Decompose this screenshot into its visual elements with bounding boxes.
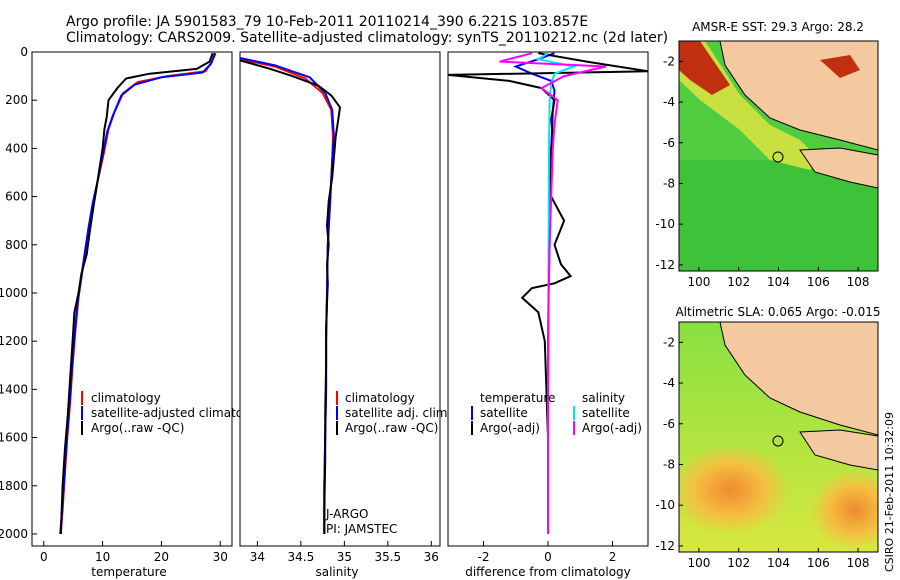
sla-map: Altimetric SLA: 0.065 Argo: -0.015 100 10…: [655, 305, 880, 570]
salinity-xlabel: salinity: [315, 565, 358, 579]
header-line2: Climatology: CARS2009. Satellite-adjuste…: [66, 30, 668, 46]
temperature-chart: 0 10 20 30 0 200 400 600 800 1000 1200 1400 1600 1800…: [0, 45, 269, 579]
map0-ytick-label-4: -10: [655, 217, 675, 231]
series-line-difference-1: [447, 52, 649, 534]
temperature-legend: climatology satellite-adjusted climatolo…: [81, 391, 269, 435]
map1-xtick-label-0: 100: [687, 556, 710, 570]
sla-high-anomaly-west: [679, 445, 790, 535]
legend-label-satellite: satellite-adjusted climatology: [91, 406, 269, 420]
ytick-label-3: 600: [5, 190, 28, 204]
salinity-legend: climatology satellite adj. clim. Argo(..…: [336, 391, 451, 435]
ytick-label-0: 0: [20, 45, 28, 59]
map0-xtick-label-1: 102: [727, 275, 750, 289]
xtick-label-salinity-4: 36: [424, 550, 439, 564]
ytick-label-10: 2000: [0, 527, 28, 541]
map1-ytick-label-1: -4: [663, 376, 675, 390]
ytick-label-8: 1600: [0, 431, 28, 445]
map1-ytick-label-5: -12: [655, 539, 675, 553]
annotation-pi-jamstec: PI: JAMSTEC: [326, 522, 397, 536]
map0-xtick-label-3: 106: [807, 275, 830, 289]
sst-map-title: AMSR-E SST: 29.3 Argo: 28.2: [692, 20, 864, 34]
xtick-label-temperature-0: 0: [40, 550, 48, 564]
map0-xtick-label-2: 104: [767, 275, 790, 289]
legend-label-argo: Argo(..raw -QC): [91, 421, 184, 435]
map1-xtick-label-3: 106: [807, 556, 830, 570]
xtick-label-difference-1: 0: [544, 550, 552, 564]
ytick-label-2: 400: [5, 141, 28, 155]
temperature-xlabel: temperature: [91, 565, 166, 579]
ytick-label-7: 1400: [0, 382, 28, 396]
difference-chart: -2 0 2 temperature satellite Argo(-adj) sa…: [447, 51, 649, 579]
xtick-label-salinity-1: 34.5: [288, 550, 315, 564]
legend-title-salinity: salinity: [582, 391, 625, 405]
map1-xtick-label-2: 104: [767, 556, 790, 570]
map0-ytick-label-0: -2: [663, 54, 675, 68]
legend-label-diff-temp-satellite: satellite: [480, 406, 528, 420]
map0-xtick-label-0: 100: [687, 275, 710, 289]
legend-label-diff-temp-argo: Argo(-adj): [480, 421, 540, 435]
ytick-label-1: 200: [5, 93, 28, 107]
sla-map-ticks: 100 102 104 106 108 -2 -4 -6 -8 -10 -12: [655, 335, 869, 570]
legend-label-climatology: climatology: [91, 391, 161, 405]
xtick-label-difference-0: -2: [477, 550, 489, 564]
salinity-chart: 34 34.5 35 35.5 36 climatology satellite adj…: [239, 51, 451, 579]
legend-label-diff-sal-satellite: satellite: [582, 406, 630, 420]
temperature-axes-frame: [31, 51, 233, 547]
legend-label-sal-climatology: climatology: [345, 391, 415, 405]
map0-ytick-label-1: -4: [663, 95, 675, 109]
salinity-axes-frame: [239, 51, 441, 547]
map0-xtick-label-4: 108: [847, 275, 870, 289]
difference-legend: temperature satellite Argo(-adj) salinit…: [471, 391, 642, 435]
map1-ytick-label-0: -2: [663, 335, 675, 349]
xtick-label-difference-2: 2: [609, 550, 617, 564]
ytick-label-6: 1200: [0, 334, 28, 348]
header-line1: Argo profile: JA 5901583_79 10-Feb-2011 …: [66, 14, 588, 30]
legend-label-sal-satellite: satellite adj. clim.: [345, 406, 451, 420]
series-line-temperature-2: [59, 52, 214, 535]
series-line-salinity-2: [239, 59, 342, 534]
java-land-sla: [799, 429, 878, 471]
legend-title-temperature: temperature: [480, 391, 555, 405]
map0-ytick-label-3: -8: [663, 176, 675, 190]
xtick-label-temperature-1: 10: [95, 550, 110, 564]
ytick-label-4: 800: [5, 238, 28, 252]
ytick-label-9: 1800: [0, 479, 28, 493]
sst-map-ticks: 100 102 104 106 108 -2 -4 -6 -8 -10 -12: [655, 54, 869, 289]
series-line-difference-3: [499, 52, 607, 534]
argo-location-marker-sla: [772, 435, 784, 447]
xtick-label-temperature-2: 20: [154, 550, 169, 564]
argo-location-marker-sst: [772, 151, 784, 163]
sst-map: AMSR-E SST: 29.3 Argo: 28.2 100 102 104 106…: [655, 20, 879, 289]
map1-xtick-label-1: 102: [727, 556, 750, 570]
map1-ytick-label-2: -6: [663, 417, 675, 431]
sla-high-anomaly-east: [810, 470, 878, 550]
sla-map-title: Altimetric SLA: 0.065 Argo: -0.015: [675, 305, 880, 319]
xtick-label-temperature-3: 30: [213, 550, 228, 564]
difference-xlabel: difference from climatology: [465, 565, 631, 579]
sumatra-land-sla: [719, 322, 878, 436]
map1-ytick-label-4: -10: [655, 498, 675, 512]
map1-xtick-label-4: 108: [847, 556, 870, 570]
footer-credit: CSIRO 21-Feb-2011 10:32:09: [883, 412, 896, 572]
annotation-j-argo: J-ARGO: [325, 507, 368, 521]
xtick-label-salinity-0: 34: [250, 550, 265, 564]
map0-ytick-label-5: -12: [655, 258, 675, 272]
legend-label-diff-sal-argo: Argo(-adj): [582, 421, 642, 435]
sst-hot-patch: [679, 41, 730, 95]
ytick-label-5: 1000: [0, 286, 28, 300]
sst-hot-inland: [820, 55, 860, 78]
map0-ytick-label-2: -6: [663, 136, 675, 150]
legend-label-sal-argo: Argo(..raw -QC): [345, 421, 438, 435]
xtick-label-salinity-2: 35: [337, 550, 352, 564]
xtick-label-salinity-3: 35.5: [374, 550, 401, 564]
java-land: [799, 147, 878, 189]
map1-ytick-label-3: -8: [663, 457, 675, 471]
